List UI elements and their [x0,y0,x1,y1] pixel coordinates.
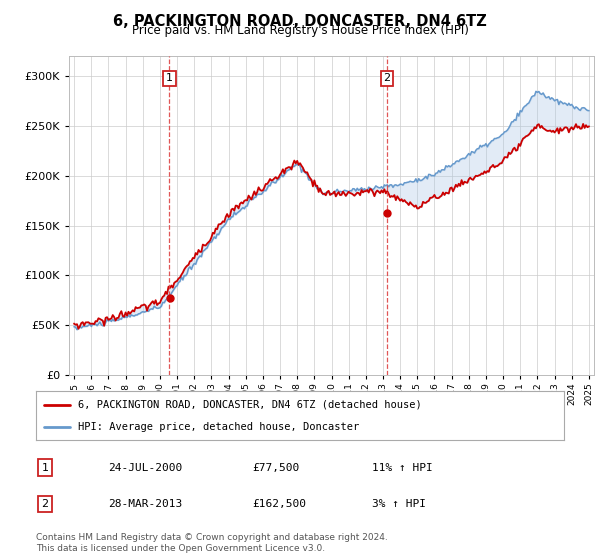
Text: 3% ↑ HPI: 3% ↑ HPI [372,499,426,509]
Text: £162,500: £162,500 [252,499,306,509]
Text: £77,500: £77,500 [252,463,299,473]
Text: 28-MAR-2013: 28-MAR-2013 [108,499,182,509]
Text: 2: 2 [41,499,49,509]
Text: 1: 1 [166,73,173,83]
Text: Price paid vs. HM Land Registry's House Price Index (HPI): Price paid vs. HM Land Registry's House … [131,24,469,37]
Text: 11% ↑ HPI: 11% ↑ HPI [372,463,433,473]
Text: 6, PACKINGTON ROAD, DONCASTER, DN4 6TZ (detached house): 6, PACKINGTON ROAD, DONCASTER, DN4 6TZ (… [78,399,422,409]
Text: HPI: Average price, detached house, Doncaster: HPI: Average price, detached house, Donc… [78,422,359,432]
Text: 1: 1 [41,463,49,473]
Text: 24-JUL-2000: 24-JUL-2000 [108,463,182,473]
Text: Contains HM Land Registry data © Crown copyright and database right 2024.
This d: Contains HM Land Registry data © Crown c… [36,533,388,553]
Text: 2: 2 [383,73,391,83]
Text: 6, PACKINGTON ROAD, DONCASTER, DN4 6TZ: 6, PACKINGTON ROAD, DONCASTER, DN4 6TZ [113,14,487,29]
